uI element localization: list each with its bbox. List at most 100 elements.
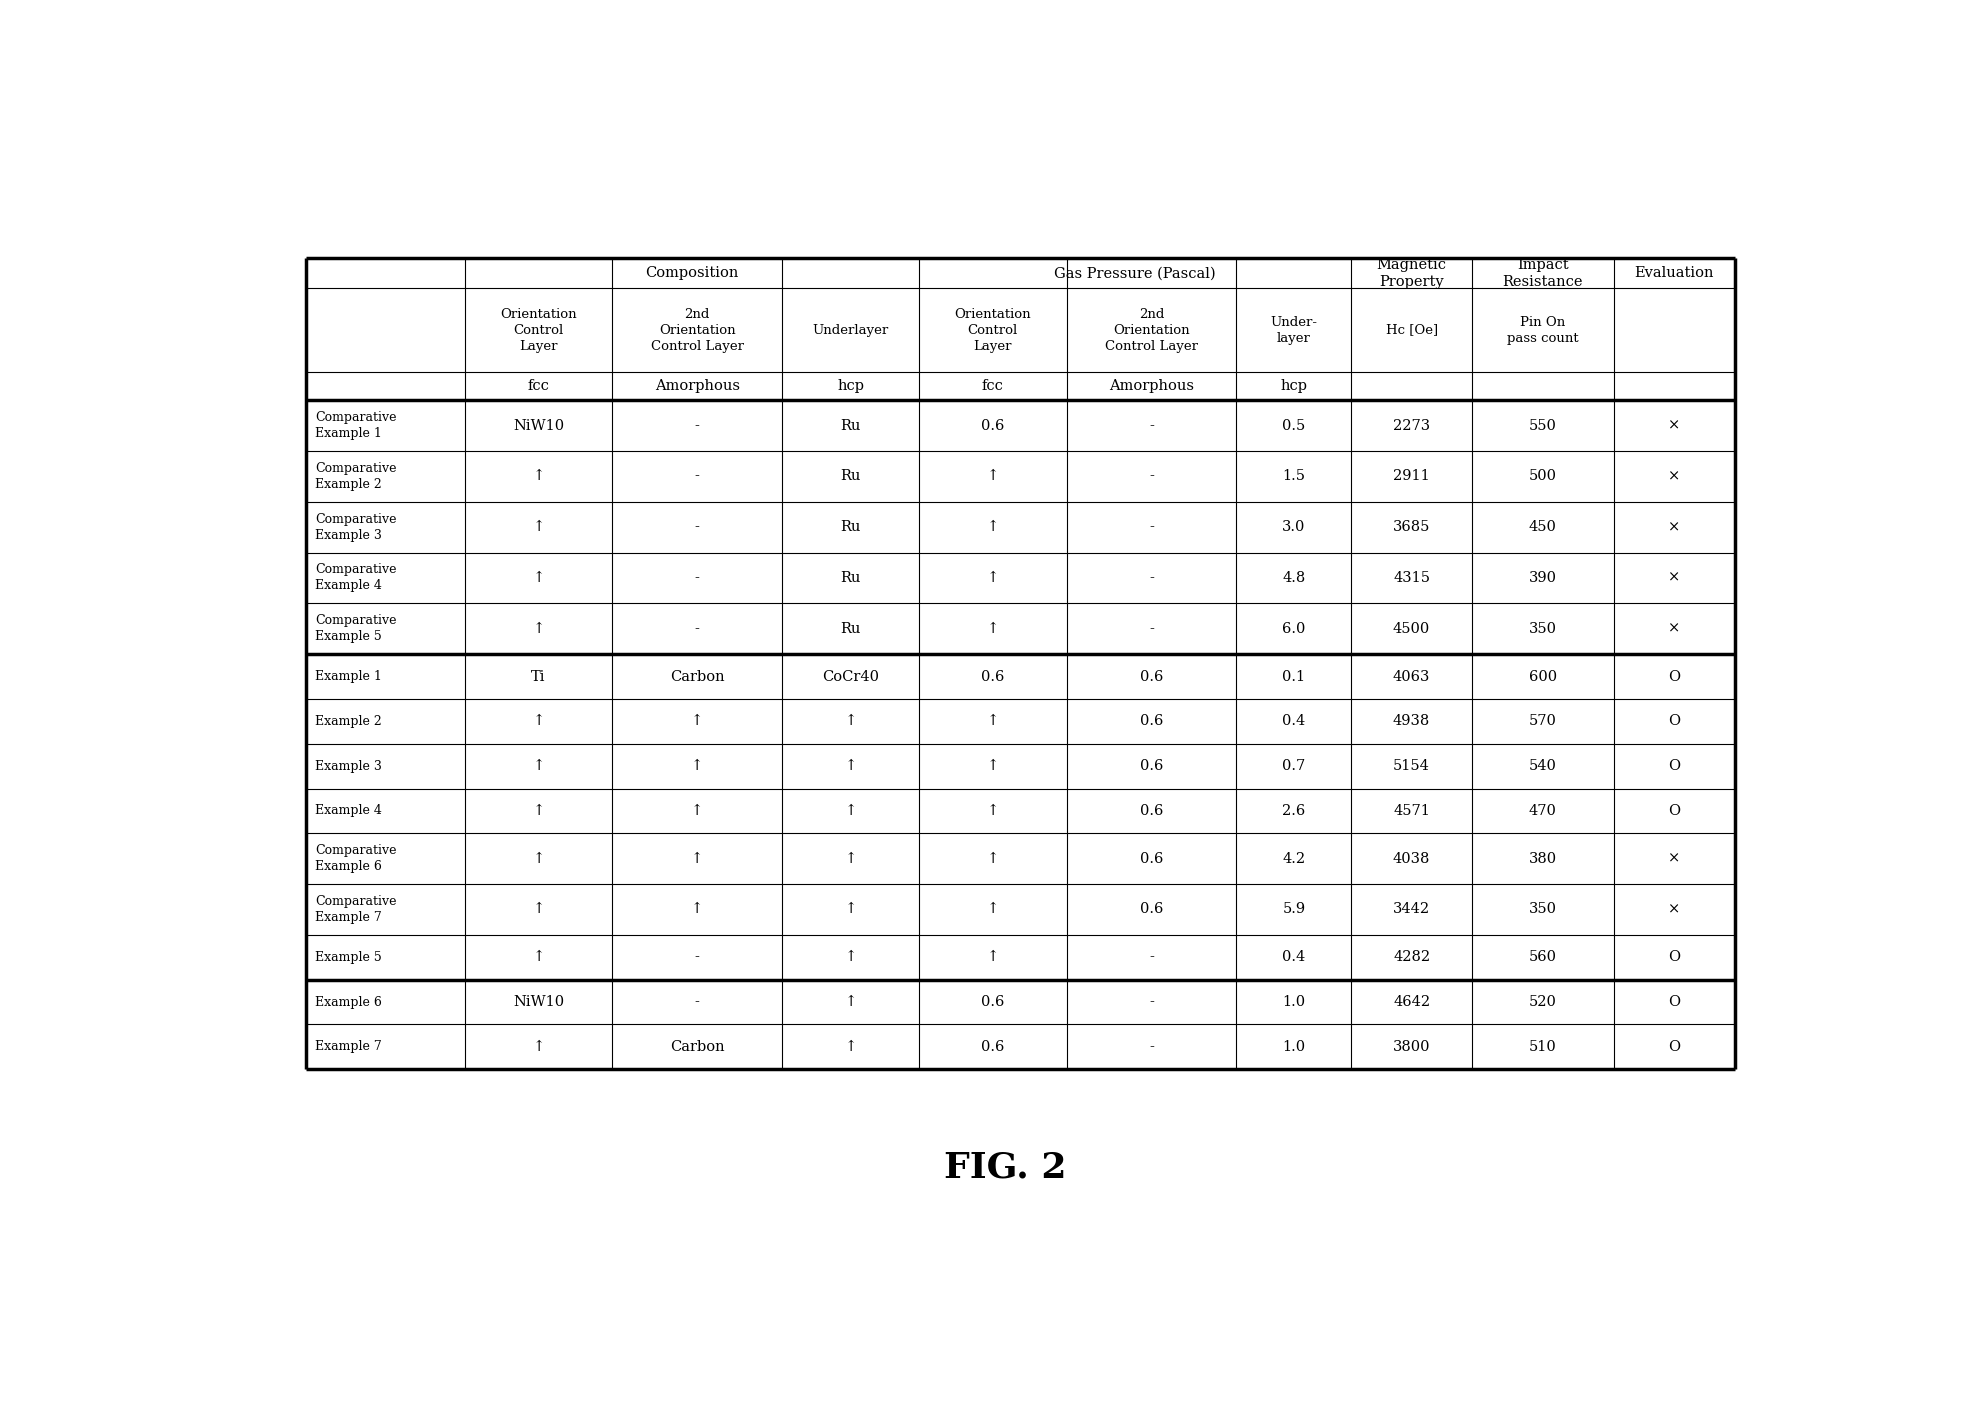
Text: ↑: ↑ bbox=[845, 804, 857, 818]
Text: Orientation
Control
Layer: Orientation Control Layer bbox=[500, 307, 577, 353]
Text: hcp: hcp bbox=[837, 379, 865, 393]
Text: 0.6: 0.6 bbox=[980, 418, 1004, 433]
Text: ↑: ↑ bbox=[690, 902, 704, 916]
Text: Carbon: Carbon bbox=[671, 670, 724, 683]
Text: ×: × bbox=[1669, 902, 1681, 916]
Text: 0.6: 0.6 bbox=[980, 995, 1004, 1009]
Text: fcc: fcc bbox=[528, 379, 549, 393]
Text: Magnetic
Property: Magnetic Property bbox=[1377, 258, 1447, 289]
Text: Gas Pressure (Pascal): Gas Pressure (Pascal) bbox=[1055, 266, 1216, 280]
Text: 2911: 2911 bbox=[1392, 470, 1430, 484]
Text: Ru: Ru bbox=[841, 571, 861, 585]
Text: O: O bbox=[1669, 758, 1681, 773]
Text: fcc: fcc bbox=[982, 379, 1004, 393]
Text: O: O bbox=[1669, 951, 1681, 965]
Text: Orientation
Control
Layer: Orientation Control Layer bbox=[955, 307, 1031, 353]
Text: ×: × bbox=[1669, 852, 1681, 865]
Text: ↑: ↑ bbox=[533, 804, 545, 818]
Text: Comparative
Example 7: Comparative Example 7 bbox=[316, 895, 396, 924]
Text: 0.4: 0.4 bbox=[1282, 714, 1306, 729]
Text: ×: × bbox=[1669, 622, 1681, 636]
Text: O: O bbox=[1669, 670, 1681, 683]
Text: 3685: 3685 bbox=[1392, 521, 1430, 534]
Text: FIG. 2: FIG. 2 bbox=[943, 1151, 1067, 1185]
Text: 4500: 4500 bbox=[1392, 622, 1430, 636]
Text: 4.2: 4.2 bbox=[1282, 852, 1306, 865]
Text: 1.0: 1.0 bbox=[1282, 1040, 1306, 1054]
Text: Example 6: Example 6 bbox=[316, 996, 382, 1009]
Text: Example 2: Example 2 bbox=[316, 714, 382, 727]
Text: Example 3: Example 3 bbox=[316, 760, 382, 773]
Text: ↑: ↑ bbox=[986, 804, 998, 818]
Text: -: - bbox=[694, 521, 700, 534]
Text: 1.0: 1.0 bbox=[1282, 995, 1306, 1009]
Text: Evaluation: Evaluation bbox=[1635, 266, 1714, 280]
Text: ↑: ↑ bbox=[986, 951, 998, 965]
Text: 540: 540 bbox=[1530, 758, 1557, 773]
Text: 4571: 4571 bbox=[1392, 804, 1430, 818]
Text: Comparative
Example 4: Comparative Example 4 bbox=[316, 564, 396, 592]
Text: ↑: ↑ bbox=[533, 951, 545, 965]
Text: Comparative
Example 2: Comparative Example 2 bbox=[316, 462, 396, 491]
Text: ↑: ↑ bbox=[533, 521, 545, 534]
Text: 4282: 4282 bbox=[1392, 951, 1430, 965]
Text: Composition: Composition bbox=[645, 266, 739, 280]
Text: -: - bbox=[694, 622, 700, 636]
Text: ↑: ↑ bbox=[845, 951, 857, 965]
Text: hcp: hcp bbox=[1281, 379, 1308, 393]
Text: O: O bbox=[1669, 995, 1681, 1009]
Text: Comparative
Example 6: Comparative Example 6 bbox=[316, 844, 396, 874]
Text: Under-
layer: Under- layer bbox=[1271, 316, 1318, 344]
Text: Ru: Ru bbox=[841, 622, 861, 636]
Text: 0.4: 0.4 bbox=[1282, 951, 1306, 965]
Text: Underlayer: Underlayer bbox=[812, 323, 888, 337]
Text: O: O bbox=[1669, 1040, 1681, 1054]
Text: 600: 600 bbox=[1530, 670, 1557, 683]
Text: ↑: ↑ bbox=[690, 758, 704, 773]
Text: 2273: 2273 bbox=[1392, 418, 1430, 433]
Text: 3442: 3442 bbox=[1392, 902, 1430, 916]
Text: ×: × bbox=[1669, 521, 1681, 534]
Text: ↑: ↑ bbox=[845, 852, 857, 865]
Text: 0.6: 0.6 bbox=[1139, 852, 1163, 865]
Text: NiW10: NiW10 bbox=[514, 418, 565, 433]
Text: -: - bbox=[694, 995, 700, 1009]
Text: 0.6: 0.6 bbox=[980, 670, 1004, 683]
Text: Comparative
Example 3: Comparative Example 3 bbox=[316, 512, 396, 542]
Text: ↑: ↑ bbox=[986, 714, 998, 729]
Text: 0.6: 0.6 bbox=[1139, 670, 1163, 683]
Text: -: - bbox=[694, 951, 700, 965]
Text: Comparative
Example 5: Comparative Example 5 bbox=[316, 615, 396, 643]
Text: Pin On
pass count: Pin On pass count bbox=[1508, 316, 1579, 344]
Text: 3800: 3800 bbox=[1392, 1040, 1430, 1054]
Text: 2.6: 2.6 bbox=[1282, 804, 1306, 818]
Text: Carbon: Carbon bbox=[671, 1040, 724, 1054]
Text: 0.6: 0.6 bbox=[1139, 902, 1163, 916]
Text: 450: 450 bbox=[1530, 521, 1557, 534]
Text: -: - bbox=[1149, 995, 1153, 1009]
Text: Ti: Ti bbox=[531, 670, 545, 683]
Text: O: O bbox=[1669, 804, 1681, 818]
Text: 520: 520 bbox=[1530, 995, 1557, 1009]
Text: ↑: ↑ bbox=[986, 571, 998, 585]
Text: 350: 350 bbox=[1530, 622, 1557, 636]
Text: Example 1: Example 1 bbox=[316, 670, 382, 683]
Text: ↑: ↑ bbox=[533, 714, 545, 729]
Text: ↑: ↑ bbox=[533, 1040, 545, 1054]
Text: 560: 560 bbox=[1530, 951, 1557, 965]
Text: Example 5: Example 5 bbox=[316, 951, 382, 963]
Text: 5154: 5154 bbox=[1392, 758, 1430, 773]
Text: -: - bbox=[1149, 418, 1153, 433]
Text: ↑: ↑ bbox=[690, 804, 704, 818]
Text: -: - bbox=[1149, 571, 1153, 585]
Text: ↑: ↑ bbox=[533, 852, 545, 865]
Text: 4642: 4642 bbox=[1392, 995, 1430, 1009]
Text: ↑: ↑ bbox=[986, 622, 998, 636]
Text: 0.6: 0.6 bbox=[1139, 714, 1163, 729]
Text: CoCr40: CoCr40 bbox=[822, 670, 879, 683]
Text: ↑: ↑ bbox=[986, 852, 998, 865]
Text: ↑: ↑ bbox=[845, 1040, 857, 1054]
Text: -: - bbox=[1149, 470, 1153, 484]
Text: ↑: ↑ bbox=[533, 902, 545, 916]
Text: ↑: ↑ bbox=[986, 470, 998, 484]
